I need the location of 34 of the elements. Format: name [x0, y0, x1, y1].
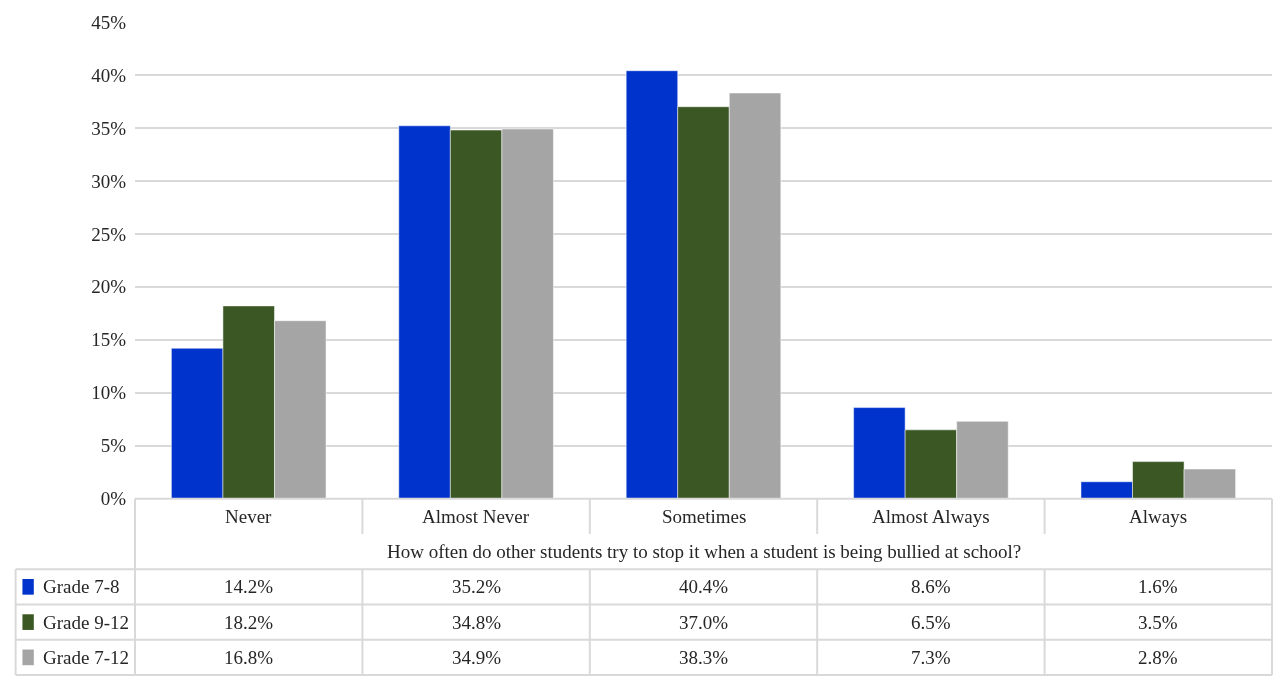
y-tick-label: 20%: [91, 276, 127, 298]
x-axis-title: How often do other students try to stop it when a student is being bullied at school?: [387, 541, 1022, 562]
data-label: 37.0%: [679, 612, 729, 633]
y-tick-label: 30%: [91, 170, 127, 192]
data-label: 34.8%: [452, 612, 502, 633]
y-tick-label: 40%: [91, 64, 127, 86]
data-label: 34.9%: [452, 647, 502, 668]
data-label: 16.8%: [224, 647, 274, 668]
data-label: 1.6%: [1138, 576, 1178, 597]
y-tick-label: 10%: [91, 382, 127, 404]
data-label: 40.4%: [679, 576, 729, 597]
data-label: 8.6%: [911, 576, 951, 597]
data-label: 7.3%: [911, 647, 951, 668]
y-tick-label: 5%: [100, 435, 127, 457]
y-tick-label: 25%: [91, 223, 127, 245]
legend-label: Grade 9-12: [43, 612, 129, 633]
y-tick-label: 35%: [91, 117, 127, 139]
y-tick-label: 15%: [91, 329, 127, 351]
x-tick-label: Never: [225, 506, 273, 527]
x-tick-label: Sometimes: [662, 506, 747, 527]
legend-label: Grade 7-8: [43, 576, 120, 597]
x-tick-label: Almost Never: [422, 506, 530, 527]
data-label: 18.2%: [224, 612, 274, 633]
data-label: 2.8%: [1138, 647, 1178, 668]
data-label: 38.3%: [679, 647, 729, 668]
y-tick-label: 45%: [91, 11, 127, 33]
x-tick-label: Always: [1129, 506, 1188, 527]
data-label: 6.5%: [911, 612, 951, 633]
legend-label: Grade 7-12: [43, 647, 129, 668]
data-label: 14.2%: [224, 576, 274, 597]
y-tick-label: 0%: [100, 488, 127, 510]
data-label: 3.5%: [1138, 612, 1178, 633]
data-label: 35.2%: [452, 576, 502, 597]
x-tick-label: Almost Always: [872, 506, 990, 527]
